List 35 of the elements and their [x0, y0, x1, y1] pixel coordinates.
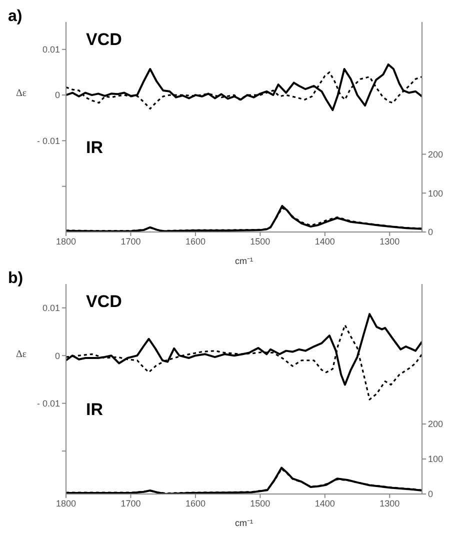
x-tick-label: 1800	[56, 236, 76, 246]
x-axis-title: cm⁻¹	[235, 518, 253, 528]
y2-tick-label: 200	[428, 149, 444, 160]
x-tick-label: 1400	[314, 498, 335, 508]
annotation: IR	[86, 400, 103, 420]
x-tick-label: 1700	[120, 236, 141, 246]
x-tick-label: 1500	[250, 498, 270, 508]
annotation: VCD	[86, 292, 122, 312]
chart-title: a)	[8, 8, 22, 26]
annotation: VCD	[86, 30, 122, 50]
y-axis-title: Δε	[16, 88, 27, 100]
y-axis-title: Δε	[16, 348, 27, 360]
y2-tick-label: 100	[428, 454, 444, 464]
x-tick-label: 1500	[250, 236, 270, 246]
x-axis-title: cm⁻¹	[235, 256, 253, 266]
y-tick-label: 0	[54, 350, 60, 361]
y2-tick-label: 200	[428, 419, 444, 430]
x-tick-label: 1600	[185, 498, 206, 508]
x-tick-label: 1400	[314, 236, 335, 246]
x-tick-label: 1800	[56, 498, 76, 508]
chart-title: b)	[8, 270, 24, 288]
annotation: IR	[86, 138, 103, 158]
x-tick-label: 1600	[185, 236, 206, 246]
y-tick-label: - 0.01	[36, 398, 60, 409]
line-series	[66, 63, 422, 112]
y2-tick-label: 0	[428, 227, 434, 238]
y2-tick-label: 0	[428, 489, 434, 500]
y-tick-label: - 0.01	[36, 136, 60, 146]
x-tick-label: 1300	[380, 236, 400, 246]
y-tick-label: 0	[54, 90, 60, 100]
y2-tick-label: 100	[428, 188, 444, 198]
y-tick-label: 0.01	[42, 44, 60, 55]
x-tick-label: 1300	[380, 498, 400, 508]
x-tick-label: 1700	[120, 498, 141, 508]
y-tick-label: 0.01	[42, 303, 60, 314]
